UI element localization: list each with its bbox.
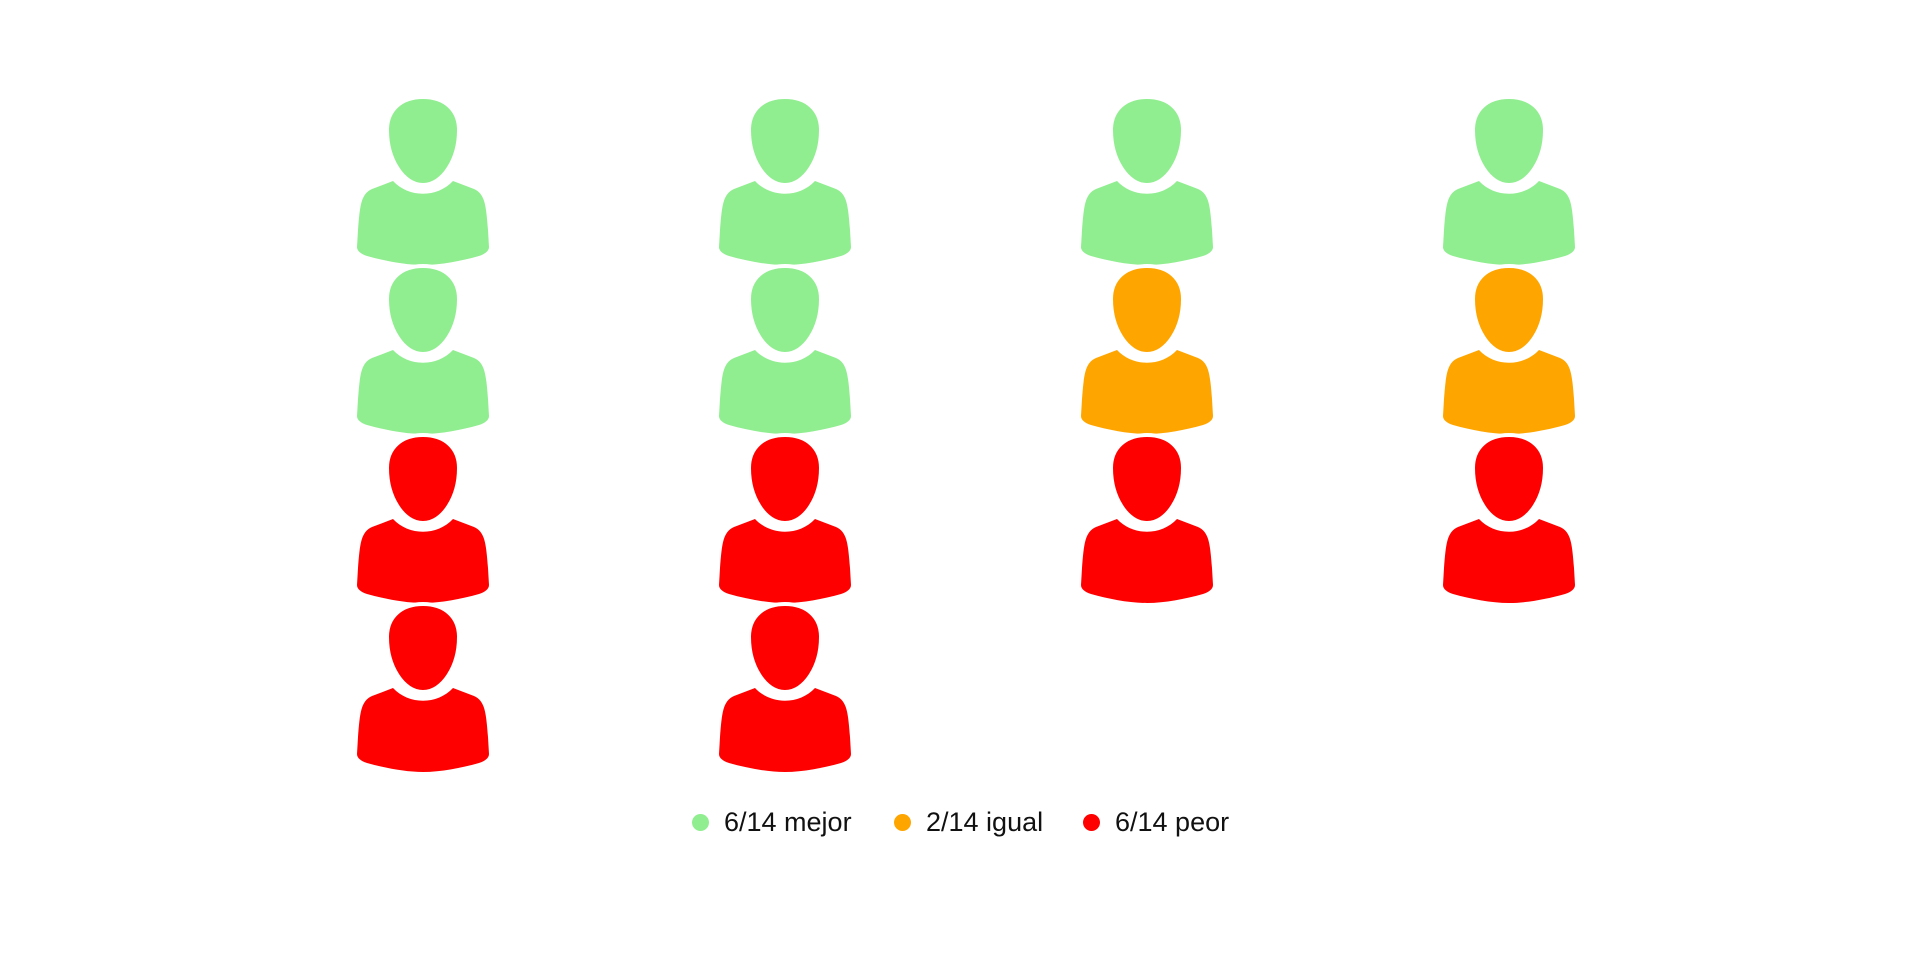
person-head [1470,263,1548,357]
person-body [1443,519,1575,603]
person-head [1470,432,1548,526]
legend-label-peor: 6/14 peor [1115,806,1230,837]
person-body [1081,181,1213,265]
person-icon-peor-c3-r3 [1081,432,1213,603]
legend-swatch-igual [894,813,911,831]
person-body [719,519,851,603]
person-icon-peor-c4-r3 [1443,432,1575,603]
person-icon-mejor-c3-r1 [1081,94,1213,265]
person-icon-mejor-c2-r1 [719,94,851,265]
person-head [1108,94,1186,188]
person-head [384,432,462,526]
person-body [357,688,489,772]
person-head [1108,263,1186,357]
person-icon-peor-c2-r4 [719,601,851,772]
person-body [1443,350,1575,434]
legend-label-mejor: 6/14 mejor [724,806,852,837]
person-body [719,181,851,265]
person-head [1470,94,1548,188]
person-icon-igual-c3-r2 [1081,263,1213,434]
person-body [1081,350,1213,434]
person-head [746,432,824,526]
person-head [384,263,462,357]
person-head [384,94,462,188]
person-body [719,688,851,772]
legend-item-peor: 6/14 peor [1083,800,1229,844]
person-body [357,519,489,603]
legend-item-igual: 2/14 igual [894,800,1043,844]
person-head [746,263,824,357]
person-icon-peor-c2-r3 [719,432,851,603]
person-body [357,181,489,265]
person-icon-mejor-c4-r1 [1443,94,1575,265]
person-head [746,94,824,188]
legend-item-mejor: 6/14 mejor [692,800,852,844]
person-head [746,601,824,695]
person-body [357,350,489,434]
person-icon-mejor-c1-r1 [357,94,489,265]
person-head [384,601,462,695]
person-icon-peor-c1-r3 [357,432,489,603]
person-body [1443,181,1575,265]
person-body [719,350,851,434]
person-icon-igual-c4-r2 [1443,263,1575,434]
legend: 6/14 mejor 2/14 igual 6/14 peor [0,800,1920,844]
legend-swatch-mejor [692,813,709,831]
person-icon-mejor-c1-r2 [357,263,489,434]
legend-label-igual: 2/14 igual [926,806,1044,837]
person-icon-peor-c1-r4 [357,601,489,772]
legend-swatch-peor [1083,813,1100,831]
person-body [1081,519,1213,603]
person-head [1108,432,1186,526]
person-icon-mejor-c2-r2 [719,263,851,434]
